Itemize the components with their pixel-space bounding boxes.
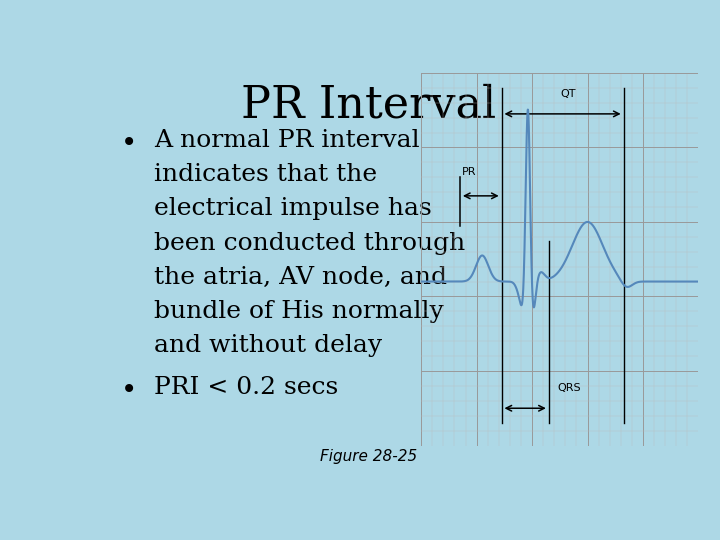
Text: QRS: QRS	[557, 383, 580, 393]
Text: electrical impulse has: electrical impulse has	[154, 198, 432, 220]
Text: PRI < 0.2 secs: PRI < 0.2 secs	[154, 376, 338, 399]
Text: •: •	[121, 129, 137, 157]
Text: A normal PR interval: A normal PR interval	[154, 129, 420, 152]
Text: and without delay: and without delay	[154, 334, 382, 357]
Text: indicates that the: indicates that the	[154, 163, 377, 186]
Text: PR Interval: PR Interval	[241, 84, 497, 127]
Text: the atria, AV node, and: the atria, AV node, and	[154, 266, 447, 289]
Text: been conducted through: been conducted through	[154, 232, 465, 254]
Text: bundle of His normally: bundle of His normally	[154, 300, 444, 323]
Text: Figure 28-25: Figure 28-25	[320, 449, 418, 464]
Text: PR: PR	[462, 167, 476, 177]
Text: QT: QT	[560, 89, 576, 99]
Text: •: •	[121, 376, 137, 404]
